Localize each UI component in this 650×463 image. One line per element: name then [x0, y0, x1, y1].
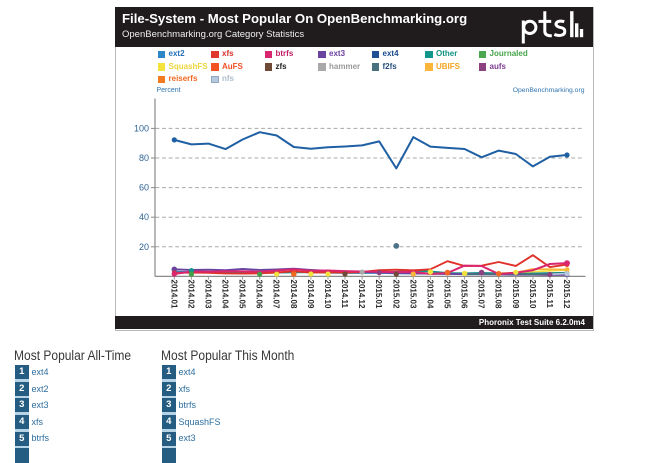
svg-text:60: 60: [139, 183, 149, 193]
svg-text:2014.01: 2014.01: [169, 280, 178, 309]
svg-text:80: 80: [139, 153, 149, 163]
svg-text:2014.04: 2014.04: [221, 280, 230, 309]
svg-text:2015.10: 2015.10: [528, 280, 537, 309]
svg-text:2015.12: 2015.12: [562, 280, 571, 309]
svg-text:2014.02: 2014.02: [186, 280, 195, 309]
svg-text:2014.03: 2014.03: [203, 280, 212, 309]
svg-text:2015.02: 2015.02: [391, 280, 400, 309]
svg-text:2015.01: 2015.01: [374, 280, 383, 309]
svg-text:2014.11: 2014.11: [340, 280, 349, 309]
svg-text:2014.12: 2014.12: [357, 280, 366, 309]
svg-text:2014.08: 2014.08: [289, 280, 298, 309]
svg-text:2014.05: 2014.05: [238, 280, 247, 309]
svg-text:2015.07: 2015.07: [477, 280, 486, 309]
svg-text:2015.06: 2015.06: [460, 280, 469, 309]
svg-text:2014.10: 2014.10: [323, 280, 332, 309]
svg-text:2015.03: 2015.03: [408, 280, 417, 309]
svg-text:2014.09: 2014.09: [306, 280, 315, 309]
svg-text:2015.11: 2015.11: [545, 280, 554, 309]
svg-text:2015.05: 2015.05: [443, 280, 452, 309]
svg-text:20: 20: [139, 242, 149, 252]
svg-text:100: 100: [134, 123, 149, 133]
svg-text:2015.04: 2015.04: [425, 280, 434, 309]
svg-text:2015.08: 2015.08: [494, 280, 503, 309]
svg-text:40: 40: [139, 212, 149, 222]
svg-text:2015.09: 2015.09: [511, 280, 520, 309]
svg-text:2014.07: 2014.07: [272, 280, 281, 309]
svg-text:2014.06: 2014.06: [255, 280, 264, 309]
